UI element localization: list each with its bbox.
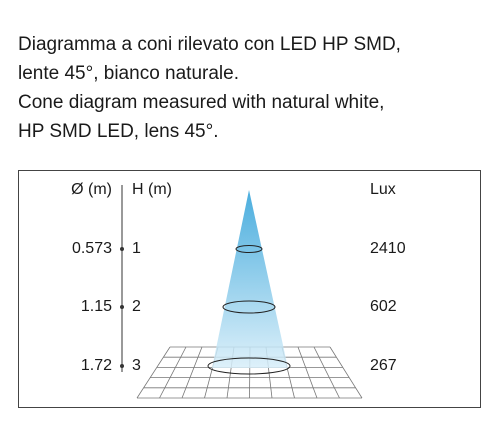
cone-section xyxy=(235,245,263,253)
light-cone xyxy=(212,190,288,368)
rows: 0.573 1 2410 1.15 2 602 1.72 3 267 xyxy=(72,240,406,375)
height-value: 2 xyxy=(132,298,141,315)
grid-line xyxy=(329,346,363,399)
height-dot xyxy=(120,305,124,309)
grid-line xyxy=(136,346,171,399)
description-line: Cone diagram measured with natural white… xyxy=(18,92,384,113)
grid-line xyxy=(313,346,340,399)
description-line: lente 45°, bianco naturale. xyxy=(18,63,239,84)
height-header: H (m) xyxy=(132,181,172,198)
lux-value: 267 xyxy=(370,357,397,374)
height-value: 3 xyxy=(132,357,141,374)
lux-value: 2410 xyxy=(370,240,406,257)
height-dot xyxy=(120,247,124,251)
lux-value: 602 xyxy=(370,298,397,315)
diameter-value: 0.573 xyxy=(72,240,112,257)
height-value: 1 xyxy=(132,240,141,257)
diameter-value: 1.15 xyxy=(81,298,112,315)
height-dot xyxy=(120,364,124,368)
cone-section xyxy=(207,357,291,375)
grid-line xyxy=(297,346,318,399)
diagram-frame xyxy=(18,170,481,408)
description-line: HP SMD LED, lens 45°. xyxy=(18,121,219,142)
diameter-value: 1.72 xyxy=(81,357,112,374)
cone-section xyxy=(222,300,276,314)
lux-header: Lux xyxy=(370,181,396,198)
diameter-header: Ø (m) xyxy=(71,181,112,198)
grid-line xyxy=(159,346,187,399)
grid-line xyxy=(181,346,203,399)
description-line: Diagramma a coni rilevato con LED HP SMD… xyxy=(18,34,401,55)
